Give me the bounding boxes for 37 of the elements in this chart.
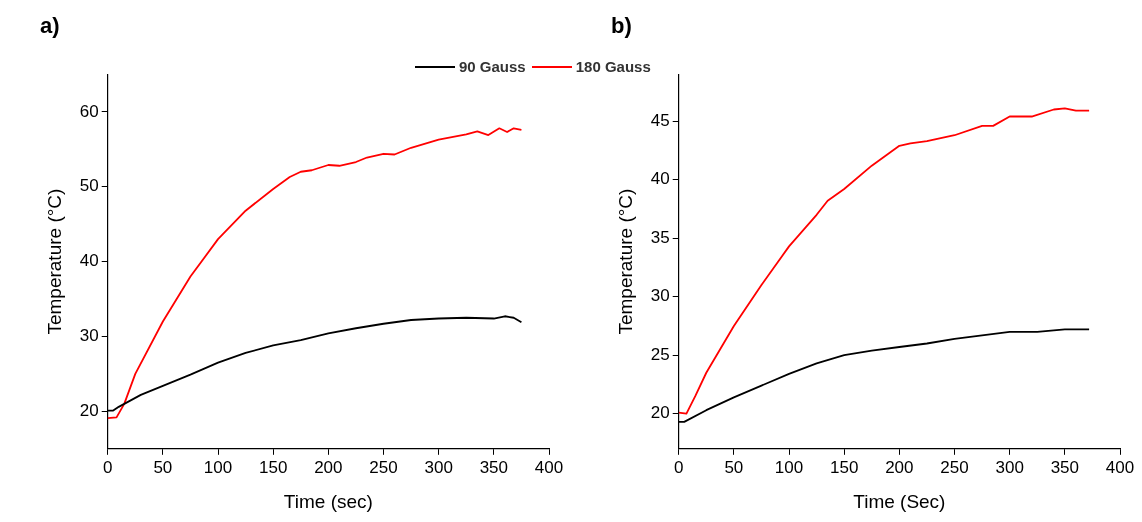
- y-tick-label: 45: [650, 110, 670, 130]
- legend-label: 180 Gauss: [575, 58, 651, 75]
- x-axis-title: Time (Sec): [853, 490, 946, 512]
- x-tick-label: 300: [995, 457, 1024, 477]
- y-tick-label: 40: [650, 169, 670, 189]
- x-tick-label: 100: [203, 457, 233, 477]
- x-tick-label: 200: [885, 457, 914, 477]
- x-tick-label: 250: [940, 457, 969, 477]
- y-tick-label: 20: [79, 401, 99, 421]
- x-axis-title: Time (sec): [283, 490, 373, 512]
- x-tick-label: 300: [424, 457, 453, 477]
- y-tick-label: 30: [650, 286, 670, 306]
- y-axis-title: Temperature (°C): [614, 188, 636, 335]
- legend-label: 90 Gauss: [459, 58, 526, 75]
- y-tick-label: 20: [650, 403, 670, 423]
- x-tick-label: 400: [1105, 457, 1135, 477]
- y-axis-title: Temperature (°C): [43, 188, 65, 335]
- y-tick-label: 50: [79, 176, 99, 196]
- chart-title: b): [611, 13, 632, 39]
- x-tick-label: 350: [1050, 457, 1080, 477]
- chart-title: a): [40, 13, 60, 39]
- x-tick-label: 50: [724, 457, 744, 477]
- y-tick-label: 35: [650, 227, 670, 247]
- x-tick-label: 200: [314, 457, 343, 477]
- y-tick-label: 25: [650, 344, 670, 364]
- y-tick-label: 30: [79, 326, 99, 346]
- x-tick-label: 150: [259, 457, 288, 477]
- x-tick-label: 150: [830, 457, 859, 477]
- x-tick-label: 0: [102, 457, 113, 477]
- x-tick-label: 400: [534, 457, 564, 477]
- x-tick-label: 250: [369, 457, 398, 477]
- x-tick-label: 350: [479, 457, 509, 477]
- y-tick-label: 40: [79, 251, 99, 271]
- x-tick-label: 50: [153, 457, 173, 477]
- x-tick-label: 0: [673, 457, 684, 477]
- y-tick-label: 60: [79, 101, 99, 121]
- x-tick-label: 100: [774, 457, 804, 477]
